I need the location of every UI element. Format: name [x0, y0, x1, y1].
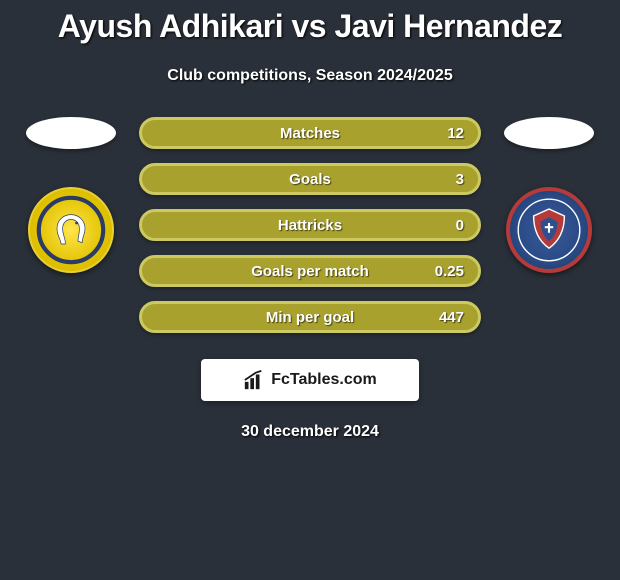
stat-label: Goals	[142, 166, 478, 192]
page-title: Ayush Adhikari vs Javi Hernandez	[58, 8, 562, 45]
stat-label: Min per goal	[142, 304, 478, 330]
stat-bars: Matches 12 Goals 3 Hattricks 0 Goals per…	[139, 117, 481, 333]
stat-bar-matches: Matches 12	[139, 117, 481, 149]
shield-icon	[514, 195, 584, 265]
stat-right-value: 447	[439, 304, 464, 330]
stat-bar-hattricks: Hattricks 0	[139, 209, 481, 241]
stat-label: Matches	[142, 120, 478, 146]
comparison-card: Ayush Adhikari vs Javi Hernandez Club co…	[0, 0, 620, 441]
subtitle: Club competitions, Season 2024/2025	[167, 67, 452, 85]
player-right-col	[499, 117, 599, 273]
club-crest-left	[28, 187, 114, 273]
stat-right-value: 0.25	[435, 258, 464, 284]
brand-text: FcTables.com	[271, 371, 377, 389]
stat-label: Hattricks	[142, 212, 478, 238]
player-right-photo	[504, 117, 594, 149]
bar-chart-icon	[243, 369, 265, 391]
stat-right-value: 0	[456, 212, 464, 238]
player-left-photo	[26, 117, 116, 149]
stat-bar-goals: Goals 3	[139, 163, 481, 195]
stat-right-value: 12	[447, 120, 464, 146]
stat-bar-mpg: Min per goal 447	[139, 301, 481, 333]
snapshot-date: 30 december 2024	[241, 423, 379, 441]
comparison-body: Matches 12 Goals 3 Hattricks 0 Goals per…	[0, 117, 620, 333]
player-left-col	[21, 117, 121, 273]
brand-badge[interactable]: FcTables.com	[201, 359, 419, 401]
stat-right-value: 3	[456, 166, 464, 192]
stat-bar-gpm: Goals per match 0.25	[139, 255, 481, 287]
stat-label: Goals per match	[142, 258, 478, 284]
club-crest-right	[506, 187, 592, 273]
elephant-icon	[36, 195, 106, 265]
